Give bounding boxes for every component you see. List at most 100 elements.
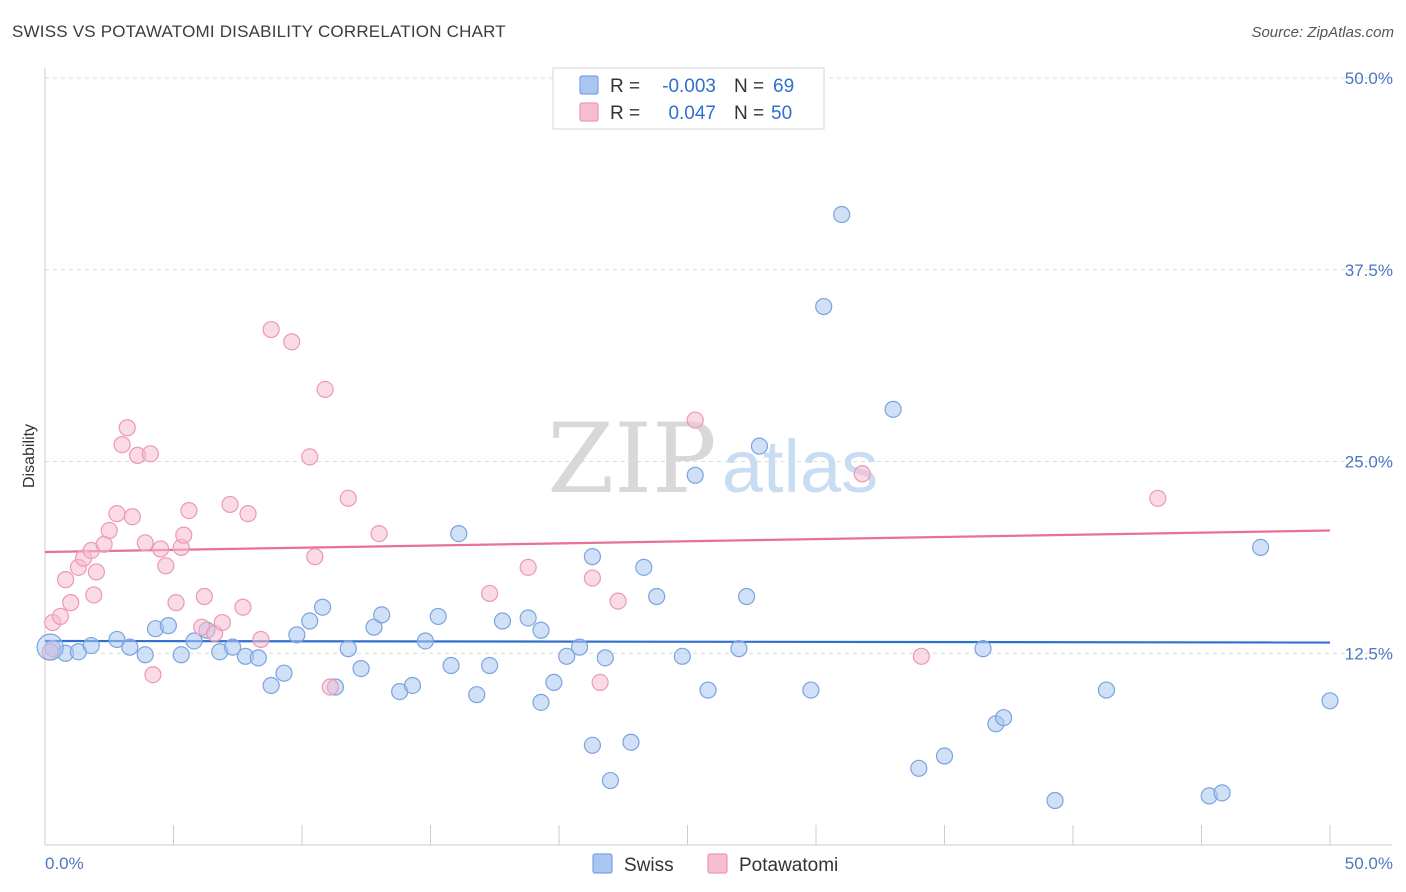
potawatomi-point: [234, 598, 252, 616]
swiss-point: [1252, 538, 1270, 557]
swiss-point: [224, 638, 242, 656]
legend-n-label-potawatomi: N =: [734, 103, 764, 124]
y-tick-label-1: 25.0%: [1345, 453, 1393, 472]
watermark: ZIP atlas: [547, 403, 878, 515]
trend-line-potawatomi: [44, 529, 1331, 554]
swiss-point: [596, 649, 614, 667]
swiss-point: [108, 630, 126, 649]
swiss-point: [249, 649, 267, 667]
swiss-point: [699, 681, 717, 699]
swiss-point: [802, 681, 820, 699]
legend-n-label-swiss: N =: [734, 76, 764, 97]
bottom-legend-swatch-potawatomi: [707, 853, 728, 874]
swiss-point: [185, 632, 203, 650]
potawatomi-point: [100, 521, 118, 540]
swiss-point: [1046, 791, 1064, 810]
legend-swatch-potawatomi: [579, 102, 599, 122]
swiss-point: [635, 558, 653, 576]
legend-top: R = -0.003 N = 69 R = 0.047 N = 50: [552, 67, 825, 130]
series-potawatomi: [41, 320, 1167, 696]
potawatomi-point: [56, 571, 75, 589]
swiss-point: [313, 598, 332, 616]
swiss-point: [519, 609, 537, 627]
y-tick-label-3: 50.0%: [1345, 69, 1393, 88]
swiss-point: [974, 640, 992, 658]
bottom-legend-swatch-swiss: [592, 853, 613, 874]
swiss-point: [910, 759, 928, 777]
swiss-point: [468, 686, 486, 704]
potawatomi-point: [62, 594, 80, 612]
swiss-point: [532, 693, 550, 711]
swiss-point: [570, 638, 589, 656]
swiss-point: [450, 524, 468, 543]
potawatomi-point: [213, 613, 231, 632]
swiss-point: [884, 400, 902, 418]
swiss-point: [339, 640, 357, 658]
swiss-point: [403, 676, 422, 695]
potawatomi-point: [583, 569, 602, 587]
legend-r-value-potawatomi: 0.047: [668, 103, 716, 124]
potawatomi-point: [370, 524, 388, 543]
swiss-point: [558, 647, 576, 665]
bottom-legend-label-swiss: Swiss: [624, 855, 674, 876]
potawatomi-point: [321, 678, 339, 696]
potawatomi-point: [113, 436, 131, 454]
potawatomi-point: [686, 411, 704, 429]
legend-n-value-swiss: 69: [773, 76, 794, 97]
source-credit: Source: ZipAtlas.com: [1251, 24, 1394, 41]
potawatomi-point: [167, 594, 185, 612]
swiss-point: [601, 771, 620, 790]
legend-r-label-swiss: R =: [610, 76, 640, 97]
potawatomi-point: [316, 380, 334, 399]
chart-title: SWISS VS POTAWATOMI DISABILITY CORRELATI…: [12, 22, 506, 41]
potawatomi-point: [157, 557, 175, 575]
swiss-point-cluster: [36, 633, 64, 661]
swiss-point: [275, 664, 293, 682]
swiss-point: [833, 205, 851, 224]
swiss-point: [416, 632, 434, 650]
potawatomi-point: [118, 419, 136, 437]
swiss-point: [750, 437, 769, 455]
potawatomi-point: [195, 587, 213, 606]
swiss-point: [262, 676, 280, 695]
potawatomi-point: [609, 592, 627, 610]
potawatomi-point: [912, 647, 930, 665]
potawatomi-point: [180, 501, 198, 520]
potawatomi-point: [301, 448, 319, 466]
tick-labels: 12.5% 25.0% 37.5% 50.0% 0.0% 50.0%: [45, 69, 1393, 873]
swiss-point: [622, 733, 640, 751]
potawatomi-point: [591, 673, 609, 691]
y-tick-label-2: 37.5%: [1345, 261, 1393, 280]
potawatomi-point: [239, 505, 257, 523]
swiss-point: [648, 587, 666, 606]
swiss-point: [1213, 784, 1231, 802]
potawatomi-point: [108, 505, 126, 523]
swiss-point: [82, 636, 100, 655]
potawatomi-point: [51, 607, 70, 626]
potawatomi-point: [853, 465, 871, 483]
swiss-point: [995, 709, 1013, 727]
swiss-point: [673, 647, 691, 665]
swiss-point: [172, 646, 190, 664]
swiss-point: [583, 736, 602, 754]
swiss-point: [730, 640, 748, 658]
x-tick-label-max: 50.0%: [1345, 854, 1393, 873]
swiss-point: [935, 747, 954, 765]
swiss-point: [815, 297, 833, 316]
swiss-point: [301, 612, 319, 630]
gridlines: [45, 77, 1392, 654]
swiss-point: [583, 548, 602, 566]
legend-r-label-potawatomi: R =: [610, 103, 640, 124]
legend-n-value-potawatomi: 50: [771, 103, 792, 124]
potawatomi-point: [339, 489, 357, 507]
legend-r-value-swiss: -0.003: [662, 76, 716, 97]
legend-bottom: Swiss Potawatomi: [592, 853, 838, 876]
potawatomi-point: [85, 586, 103, 604]
potawatomi-point: [283, 333, 301, 351]
swiss-point: [1097, 681, 1116, 699]
swiss-point: [159, 617, 177, 635]
watermark-atlas: atlas: [722, 425, 878, 508]
potawatomi-point: [144, 666, 162, 684]
potawatomi-point: [175, 526, 193, 544]
